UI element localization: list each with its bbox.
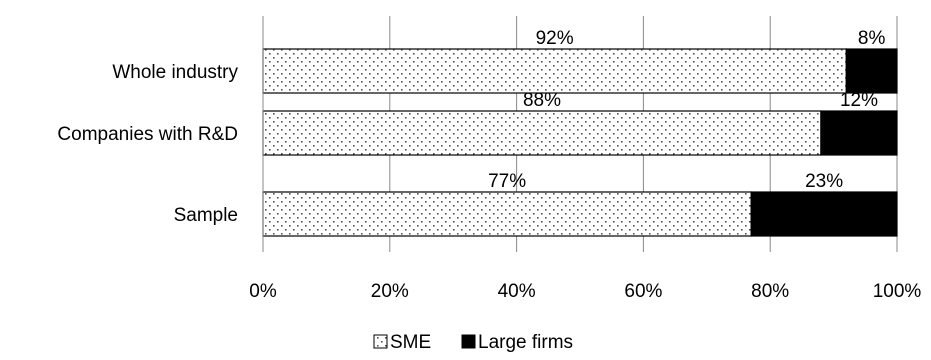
legend-swatch <box>373 334 388 349</box>
x-tick-label: 100% <box>873 281 922 302</box>
data-label: 8% <box>858 28 886 49</box>
axes: 0% 20% 40% 60% 80% 100% Whole industry Companie… <box>57 16 921 302</box>
x-tick-label: 40% <box>498 281 536 302</box>
legend-label: Large firms <box>478 332 573 353</box>
category-label: Companies with R&D <box>57 124 238 145</box>
legend-swatch <box>461 334 476 349</box>
data-label: 77% <box>488 171 526 192</box>
category-label: Whole industry <box>112 62 238 83</box>
data-label: 12% <box>840 90 878 111</box>
data-label: 23% <box>805 171 843 192</box>
data-label: 88% <box>523 90 561 111</box>
bar-sme <box>262 48 847 94</box>
bar-large-firms <box>820 110 898 156</box>
legend-label: SME <box>390 332 431 353</box>
x-tick-label: 20% <box>371 281 409 302</box>
legend: SME Large firms <box>373 332 573 353</box>
data-labels: 92% 8% 88% 12% 77% 23% <box>488 28 885 192</box>
bar-large-firms <box>845 48 898 94</box>
x-tick-label: 0% <box>249 281 277 302</box>
bar-sme <box>262 110 822 156</box>
bars <box>262 48 898 237</box>
x-tick-label: 80% <box>751 281 789 302</box>
category-label: Sample <box>174 205 238 226</box>
bar-sme <box>262 191 752 237</box>
data-label: 92% <box>536 28 574 49</box>
x-tick-label: 60% <box>624 281 662 302</box>
bar-large-firms <box>750 191 898 237</box>
